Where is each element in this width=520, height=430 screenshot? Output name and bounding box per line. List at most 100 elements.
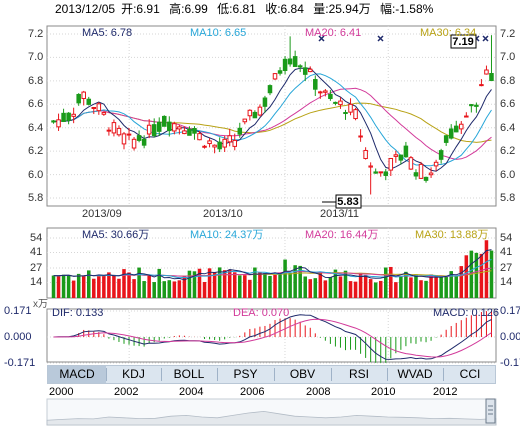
candle-body: [287, 58, 293, 65]
volume-bar: [318, 272, 323, 298]
volume-bar: [92, 278, 96, 298]
candle-body: [383, 171, 389, 176]
volume-bar: [454, 276, 459, 298]
candle-body: [479, 84, 484, 87]
candle-body: [277, 70, 283, 74]
price-ma5-line: [53, 67, 492, 172]
tab-separator: [331, 368, 332, 381]
volume-bar: [222, 270, 227, 298]
macd-lines: [53, 314, 492, 360]
quote-open: 开:6.91: [121, 2, 160, 16]
tab-cci[interactable]: CCI: [459, 367, 481, 381]
volume-bar: [177, 280, 182, 298]
volume-bar: [273, 274, 277, 298]
volume-bar: [323, 280, 328, 298]
candle-body: [86, 98, 92, 105]
volume-tick-left: 54: [30, 232, 43, 244]
candle-body: [423, 176, 429, 181]
candle-body: [459, 123, 464, 130]
volume-bar: [167, 280, 172, 298]
price-tick-left: 6.2: [28, 145, 44, 158]
volume-bar: [81, 275, 86, 298]
candle-body: [247, 109, 253, 117]
volume-bar: [51, 275, 56, 298]
slider-grip-icon: [488, 405, 493, 415]
tab-psy[interactable]: PSY: [233, 367, 258, 381]
price-tick-left: 7.2: [28, 28, 44, 40]
volume-ma5-legend: MA5: 30.66万: [82, 229, 150, 241]
candle-body: [438, 150, 444, 160]
volume-bar: [283, 259, 287, 298]
tab-macd[interactable]: MACD: [48, 366, 106, 383]
volume-bar: [142, 281, 146, 298]
price-ma10-legend: MA10: 6.65: [190, 27, 247, 39]
candle-body: [348, 103, 353, 113]
event-marker-icon: [318, 35, 325, 42]
volume-unit-label: x万: [33, 299, 48, 310]
volume-bar: [288, 273, 292, 298]
volume-bar: [137, 267, 141, 298]
volume-bar: [353, 281, 358, 298]
volume-bar: [112, 275, 116, 298]
volume-bar: [444, 275, 448, 298]
candle-body: [297, 65, 303, 68]
volume-bar: [363, 274, 368, 298]
quote-low: 低:6.81: [217, 2, 256, 16]
candle-body: [202, 145, 207, 148]
price-tick-left: 6.6: [28, 98, 44, 111]
candle-body: [443, 135, 449, 143]
candle-body: [71, 113, 76, 117]
candle-body: [393, 154, 399, 157]
tab-separator: [161, 368, 162, 381]
tab-rsi[interactable]: RSI: [348, 367, 369, 381]
volume-bar: [489, 250, 494, 298]
timeline-year-label: 2002: [114, 386, 139, 398]
price-ma30-legend: MA30: 6.34: [420, 27, 477, 39]
tab-obv[interactable]: OBV: [289, 367, 316, 381]
price-x-label: 2013/11: [320, 208, 359, 220]
volume-bar: [414, 274, 418, 298]
candle-body: [343, 112, 348, 115]
timeline-slider-handle[interactable]: [485, 398, 496, 424]
tab-wvad[interactable]: WVAD: [397, 367, 433, 381]
macd-tick-left: 0.000: [4, 331, 32, 343]
volume-bar: [86, 270, 91, 298]
candle-body: [302, 67, 308, 75]
volume-bar: [127, 272, 131, 298]
volume-tick-right: 41: [500, 246, 513, 259]
volume-bar: [147, 275, 151, 298]
candle-body: [126, 133, 132, 136]
price-ma20-legend: MA20: 6.41: [305, 27, 362, 39]
candle-body: [167, 121, 172, 132]
candle-body: [222, 138, 227, 148]
candle-body: [192, 127, 197, 134]
volume-bar: [102, 275, 106, 298]
volume-bar: [258, 272, 262, 298]
candle-body: [453, 125, 459, 133]
candle-body: [197, 133, 202, 141]
candle-body: [56, 119, 61, 128]
candle-body: [61, 112, 66, 122]
price-tick-right: 5.8: [500, 192, 516, 204]
candle-body: [141, 138, 147, 146]
candle-body: [91, 106, 97, 109]
volume-bar: [61, 274, 66, 298]
volume-bar: [343, 270, 348, 298]
candle-body: [121, 133, 127, 145]
volume-bar: [152, 282, 156, 298]
volume-ma30-legend: MA30: 13.88万: [415, 229, 489, 241]
volume-bar: [172, 281, 177, 298]
candle-body: [338, 100, 343, 106]
tab-kdj[interactable]: KDJ: [122, 367, 145, 381]
candle-body: [307, 68, 313, 73]
tab-boll[interactable]: BOLL: [173, 367, 205, 381]
candle-body: [318, 91, 323, 94]
volume-bar: [308, 279, 313, 298]
timeline-year-label: 2004: [179, 386, 204, 398]
candle-body: [353, 109, 358, 120]
candle-body: [252, 111, 258, 119]
volume-bar: [348, 281, 353, 298]
event-marker-icon: [377, 35, 384, 42]
indicator-tab-bar: MACD KDJ BOLL PSY OBV RSI WVAD CCI: [47, 365, 496, 384]
